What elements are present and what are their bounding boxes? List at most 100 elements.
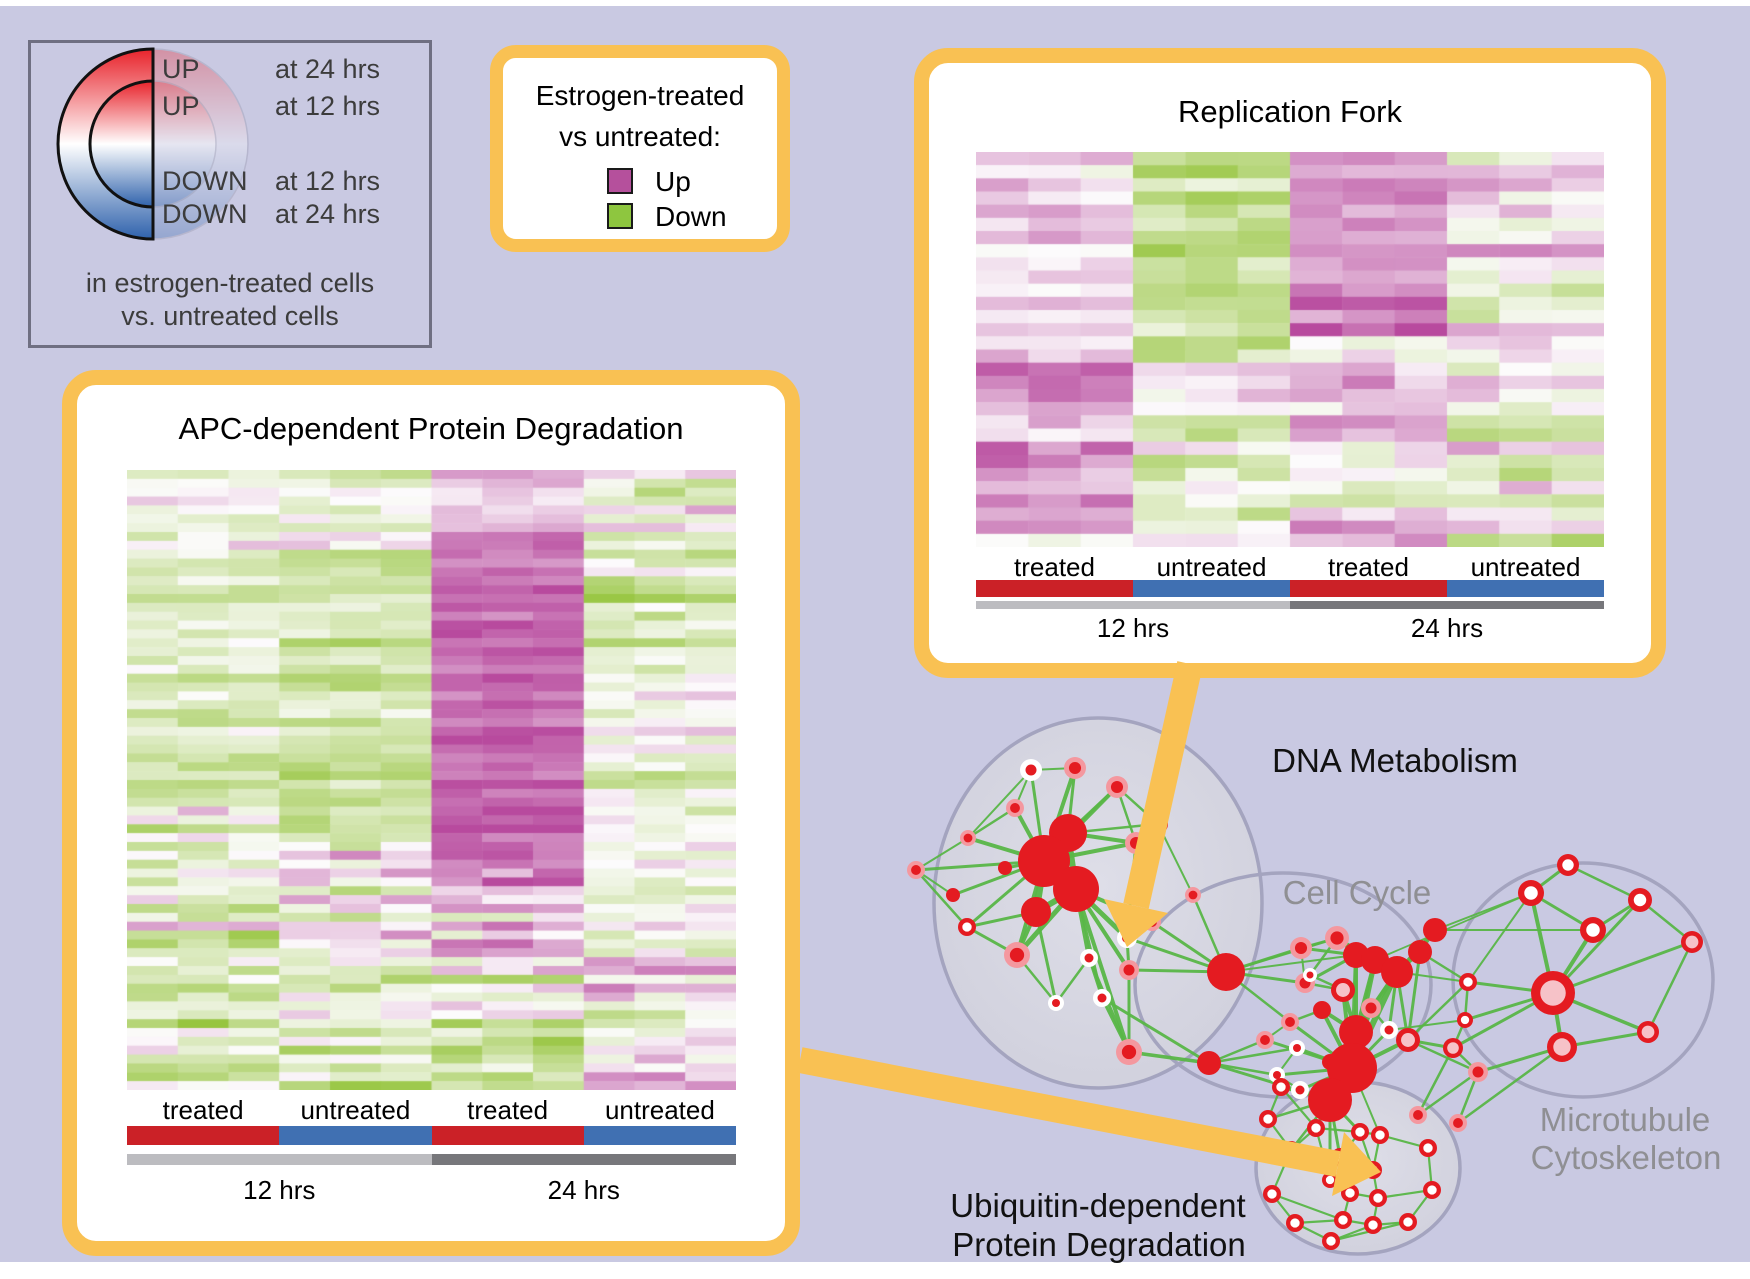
cluster-label-cellcycle: Cell Cycle [1282,874,1432,911]
network-node-core [1586,923,1600,937]
updown-time-label: at 12 hrs [275,166,381,196]
network-nodes [907,757,1703,1250]
condition-bar-treated [976,580,1133,597]
down-label: Down [655,201,727,232]
network-node-core [1403,1217,1413,1227]
network-node-core [963,833,973,843]
network-node-core [1306,971,1314,979]
network-node-core [1121,1044,1137,1060]
network-node-core [1295,1085,1305,1095]
condition-label-untreated: untreated [1470,552,1581,582]
network-node-core [1285,1017,1295,1027]
network-node [1339,1015,1373,1049]
network-node-core [1472,1066,1484,1078]
time-bar-24-hrs [431,1154,736,1165]
network-node-core [1365,1002,1377,1014]
replication-fork-title: Replication Fork [1178,94,1402,129]
updown-caption-line1: in estrogen-treated cells [85,268,375,298]
network-node [1408,940,1432,964]
network-node-core [1368,1220,1378,1230]
network-node-core [1401,1033,1415,1047]
updown-dir-label: DOWN [162,199,248,229]
network-node-core [1447,1042,1459,1054]
network-node [1381,956,1413,988]
network-node-core [911,865,921,875]
condition-bar-untreated [1133,580,1290,597]
cluster-label-microtubule: Microtubule [1539,1101,1711,1138]
network-node-core [1453,1118,1463,1128]
network-node-core [1524,886,1538,900]
network-node-core [1338,1215,1348,1225]
cluster-cell-cycle [1133,871,1433,1099]
network-node-core [1009,947,1025,963]
network-node-core [1068,761,1082,775]
condition-bar-treated [1290,580,1447,597]
apc-degradation-title: APC-dependent Protein Degradation [178,411,684,446]
network-node-core [1460,1015,1470,1025]
up-color-swatch [607,168,633,194]
network-node-core [1097,993,1107,1003]
network-node-core [1413,1110,1423,1120]
cluster-label-ubiquitin2: Protein Degradation [952,1226,1246,1263]
condition-bar-untreated [1447,580,1604,597]
time-label-12-hrs: 12 hrs [1096,613,1170,643]
arrow-rf-to-dna-icon [1104,661,1203,947]
network-node-core [1325,1175,1335,1185]
network-node-core [1641,1025,1655,1039]
color-key-title-line2: vs untreated: [559,121,721,152]
updown-dir-label: DOWN [162,166,248,196]
time-bar-24-hrs [1290,601,1604,609]
condition-label-untreated: untreated [300,1095,411,1125]
color-key-title-line1: Estrogen-treated [535,80,745,111]
network-node-core [1260,1035,1270,1045]
apc-degradation-panel: APC-dependent Protein Degradation treate… [62,370,800,1256]
condition-label-treated: treated [467,1095,549,1125]
network-node [1197,1051,1221,1075]
network-node-core [1355,1127,1365,1137]
time-label-24-hrs: 24 hrs [1410,613,1484,643]
network-node-core [1293,1044,1301,1052]
cluster-label-microtubule2: Cytoskeleton [1530,1139,1722,1176]
network-node-core [1463,977,1473,987]
network-node-core [1311,1123,1321,1133]
network-node-core [1276,1082,1286,1092]
condition-label-treated: treated [1328,552,1409,582]
replication-fork-heatmap [976,152,1604,547]
updown-time-label: at 24 hrs [275,54,381,84]
network-node-core [1373,1193,1383,1203]
arrow-apc-to-ubiquitin-icon [797,1047,1381,1196]
network-node-core [1188,890,1198,900]
network-node-core [962,922,972,932]
condition-label-treated: treated [1014,552,1095,582]
network-node-core [1384,1025,1394,1035]
updown-time-label: at 12 hrs [275,91,381,121]
condition-label-treated: treated [162,1095,244,1125]
network-node-core [1084,953,1094,963]
network-node-core [1052,999,1060,1007]
cluster-dna-metabolism [932,716,1264,1090]
network-node [946,888,960,902]
updown-rings-icon [56,47,249,241]
network-node-core [1273,1071,1281,1079]
network-node [1018,835,1070,887]
condition-label-untreated: untreated [604,1095,715,1125]
network-node-core [1562,859,1574,871]
condition-bar-untreated [583,1126,736,1145]
time-bar-12-hrs [127,1154,432,1165]
time-label-12-hrs: 12 hrs [243,1175,316,1205]
up-label: Up [655,166,691,197]
network-node [1207,953,1245,991]
network-node-core [1345,1188,1355,1198]
replication-fork-panel: Replication Fork treated untreated treated… [914,48,1666,678]
network-node-core [1110,780,1124,794]
network-node-core [1685,935,1699,949]
network-node-core [1294,941,1308,955]
network-node [1053,866,1099,912]
condition-label-untreated: untreated [1156,552,1267,582]
updown-caption-line2: vs. untreated cells [121,301,339,331]
network-node [1423,918,1447,942]
network-node-core [1263,1114,1273,1124]
network-node-core [1423,1143,1433,1153]
updown-dir-label: UP [162,91,200,121]
